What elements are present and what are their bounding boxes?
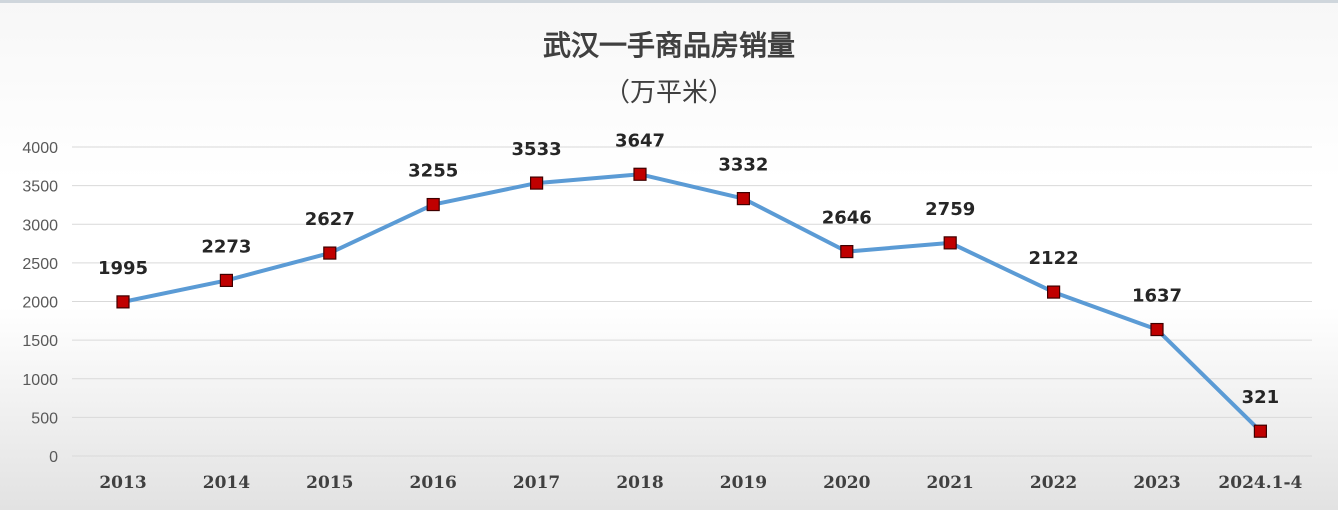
y-tick-label: 4000 <box>22 140 58 157</box>
data-label: 2273 <box>201 236 251 257</box>
y-tick-label: 2000 <box>22 295 58 312</box>
series-line <box>122 172 1262 433</box>
data-point-marker <box>943 236 957 250</box>
data-point-marker <box>426 197 440 212</box>
data-point-marker <box>1253 424 1268 438</box>
x-tick-label: 2017 <box>513 473 560 493</box>
y-tick-label: 3000 <box>22 217 58 234</box>
data-label: 1995 <box>98 258 148 279</box>
x-axis-ticks: 2013 2014 2015 2016 2017 2018 2019 2020 2021 2022… <box>99 473 1302 493</box>
data-label: 3255 <box>408 161 458 182</box>
data-label: 2122 <box>1029 248 1079 269</box>
data-label: 321 <box>1242 387 1280 408</box>
x-tick-label: 2023 <box>1133 473 1180 493</box>
data-label: 1637 <box>1132 286 1182 307</box>
x-tick-label: 2022 <box>1030 473 1077 493</box>
data-point-marker <box>633 167 647 181</box>
x-tick-label: 2021 <box>927 473 974 493</box>
x-tick-label: 2013 <box>99 473 146 493</box>
y-tick-label: 0 <box>49 449 58 466</box>
chart-subtitle: （万平米） <box>604 78 734 108</box>
data-point-marker <box>219 273 233 288</box>
data-point-marker <box>116 295 130 309</box>
x-tick-label: 2015 <box>306 473 353 493</box>
y-axis-ticks: 0 500 1000 1500 2000 2500 3000 3500 4000 <box>22 140 58 466</box>
data-point-marker <box>1046 285 1061 299</box>
y-tick-label: 1500 <box>22 333 58 350</box>
data-label: 3533 <box>512 139 562 160</box>
x-tick-label: 2019 <box>720 473 767 493</box>
data-point-marker <box>840 244 854 259</box>
y-tick-label: 500 <box>31 410 58 427</box>
x-tick-label: 2024.1-4 <box>1218 473 1302 493</box>
data-label: 2627 <box>305 209 355 230</box>
data-label: 2646 <box>822 208 872 229</box>
data-point-marker <box>529 176 544 190</box>
chart-title: 武汉一手商品房销量 <box>543 29 795 62</box>
line-chart: 武汉一手商品房销量 （万平米） 0 500 1000 1500 2000 2500 3000… <box>22 29 1312 493</box>
data-label: 3332 <box>718 155 768 176</box>
y-tick-label: 2500 <box>22 256 58 273</box>
data-point-marker <box>736 192 751 206</box>
data-markers <box>116 167 1268 438</box>
x-tick-label: 2014 <box>203 473 250 493</box>
x-tick-label: 2016 <box>410 473 457 493</box>
data-point-marker <box>323 246 337 260</box>
y-tick-label: 1000 <box>22 372 58 389</box>
data-label: 3647 <box>615 130 665 151</box>
gridlines <box>72 146 1312 457</box>
data-label: 2759 <box>925 199 975 220</box>
data-labels: 1995 2273 2627 3255 3533 3647 3332 2646 2759 2122… <box>98 130 1279 408</box>
data-point-marker <box>1150 322 1164 337</box>
y-tick-label: 3500 <box>22 179 58 196</box>
x-tick-label: 2020 <box>823 473 870 493</box>
x-tick-label: 2018 <box>616 473 663 493</box>
